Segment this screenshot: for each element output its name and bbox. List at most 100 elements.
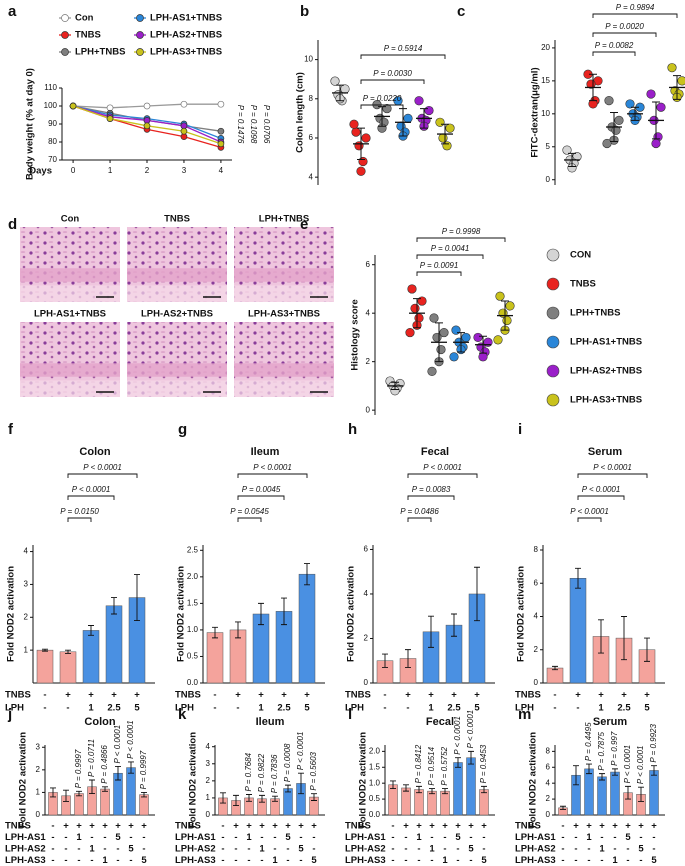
error-bar <box>598 619 604 654</box>
row-value: - <box>652 832 655 843</box>
row-value: - <box>404 844 407 855</box>
row-value: + <box>455 821 461 832</box>
data-point <box>417 296 427 306</box>
data-point <box>435 117 445 127</box>
error-bar <box>285 784 291 793</box>
panel-letter: b <box>300 3 309 20</box>
panel-letter: a <box>8 3 17 20</box>
x-tick-label: 0 <box>71 166 76 175</box>
p-value: P = 0.0082 <box>595 41 634 50</box>
data-point <box>602 138 612 149</box>
row-value: - <box>383 690 386 701</box>
data-point <box>180 127 188 135</box>
row-value: + <box>272 821 278 832</box>
significance-bracket <box>237 517 262 522</box>
row-value: 1 <box>76 832 82 843</box>
error-bar <box>420 108 428 129</box>
y-tick-label: 2 <box>546 794 551 803</box>
row-value: 5 <box>134 703 140 714</box>
error-bar <box>212 626 218 639</box>
data-point <box>405 327 415 338</box>
tissue-layer <box>234 380 334 397</box>
row-value: - <box>221 832 224 843</box>
error-bar <box>651 765 657 776</box>
row-value: 2.5 <box>617 703 631 714</box>
row-value: - <box>417 855 420 866</box>
y-tick-label: 0.0 <box>187 678 199 687</box>
p-value: P < 0.0001 <box>453 716 462 755</box>
error-bar <box>429 788 435 795</box>
significance-bracket <box>592 51 636 56</box>
significance-bracket <box>237 473 308 478</box>
bar <box>546 667 564 684</box>
data-point <box>410 303 420 313</box>
row-value: + <box>141 821 147 832</box>
row-value: 1 <box>246 832 252 843</box>
row-value: + <box>599 821 605 832</box>
row-value: 1 <box>416 832 422 843</box>
y-tick-label: 1.5 <box>369 762 381 771</box>
y-axis-label: Fold NOD2 activation <box>6 566 17 662</box>
row-value: - <box>116 844 119 855</box>
tissue-layer <box>234 268 334 282</box>
error-bar <box>336 84 344 102</box>
row-value: - <box>234 844 237 855</box>
bar <box>427 790 437 816</box>
bar <box>401 787 411 816</box>
y-tick-label: 4 <box>24 547 29 556</box>
error-bar <box>42 648 48 652</box>
row-value: - <box>51 844 54 855</box>
data-point <box>614 115 624 126</box>
data-point <box>493 335 503 345</box>
data-point <box>646 89 656 99</box>
image-label: Con <box>61 214 80 225</box>
data-point <box>495 291 505 301</box>
p-value: P < 0.0001 <box>636 746 645 785</box>
panel-letter: e <box>300 216 308 233</box>
data-point <box>677 76 685 86</box>
error-bar <box>89 779 95 794</box>
row-value: + <box>76 821 82 832</box>
data-point <box>340 84 350 94</box>
bar <box>283 788 293 816</box>
error-bar <box>501 300 509 331</box>
y-tick-label: 1.5 <box>187 598 199 607</box>
row-value: - <box>221 821 224 832</box>
row-value: - <box>273 832 276 843</box>
p-value: P < 0.0001 <box>423 463 462 472</box>
y-axis-label: Fold NOD2 activation <box>358 732 369 828</box>
row-value: - <box>430 832 433 843</box>
significance-bracket <box>237 495 285 500</box>
row-value: 1 <box>272 855 278 866</box>
error-bar <box>413 298 421 329</box>
row-value: 1 <box>88 703 94 714</box>
p-value: P = 0.1476 <box>236 105 245 144</box>
panel-title: Fecal <box>421 446 449 458</box>
y-axis-label: Fold NOD2 activation <box>528 732 539 828</box>
image-label: LPH-AS3+TNBS <box>248 309 320 320</box>
panel-title: Serum <box>593 716 627 728</box>
y-tick-label: 0 <box>206 810 211 819</box>
row-value: - <box>273 844 276 855</box>
y-axis-label: Body weight (% at day 0) <box>25 68 36 180</box>
data-point <box>180 100 188 108</box>
row-value: 5 <box>141 855 147 866</box>
panel-title: Colon <box>84 716 115 728</box>
error-bar <box>235 621 241 639</box>
row-value: - <box>574 855 577 866</box>
y-tick-label: 8 <box>534 545 539 554</box>
row-value: + <box>586 821 592 832</box>
row-value: - <box>234 855 237 866</box>
y-tick-label: 2.0 <box>369 746 381 755</box>
error-bar <box>378 106 386 127</box>
legend-label: LPH-AS1+TNBS <box>570 337 642 348</box>
y-tick-label: 80 <box>48 137 57 146</box>
panel-letter: h <box>348 421 357 438</box>
row-value: - <box>213 690 216 701</box>
data-point <box>438 133 448 143</box>
bar <box>440 790 450 816</box>
row-value: - <box>652 844 655 855</box>
row-label: TNBS <box>345 690 371 701</box>
row-value: + <box>429 821 435 832</box>
row-label: TNBS <box>345 821 371 832</box>
